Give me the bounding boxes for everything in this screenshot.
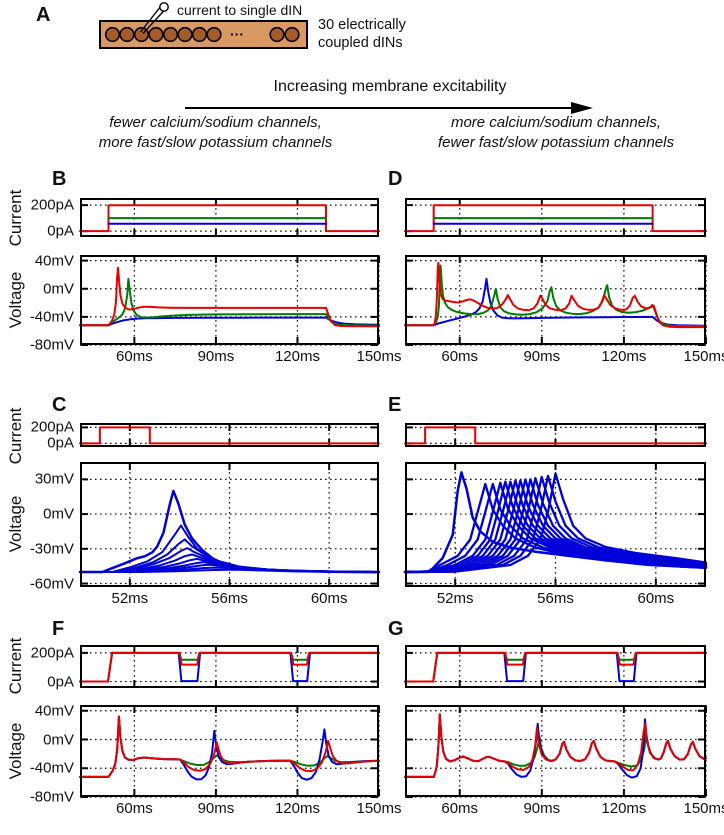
voltage-axis-label-row3: Voltage bbox=[6, 722, 25, 780]
plot-canvas bbox=[404, 423, 707, 447]
x-tick-label: 52ms bbox=[436, 590, 474, 607]
svg-text:···: ··· bbox=[230, 26, 244, 42]
excitability-arrow-icon bbox=[185, 102, 593, 114]
plot-canvas bbox=[79, 645, 380, 688]
y-tick-label: 30mV bbox=[34, 470, 74, 488]
plot-canvas bbox=[79, 198, 380, 237]
y-tick-label: -80mV bbox=[29, 336, 74, 354]
electrode-label: current to single dIN bbox=[177, 2, 303, 18]
x-tick-label: 120ms bbox=[601, 348, 647, 365]
plot-canvas bbox=[78, 462, 381, 587]
population-caption: 30 electrically coupled dINs bbox=[318, 16, 406, 52]
y-tick-label: 0mV bbox=[43, 505, 74, 523]
plot-b-voltage: 60ms 90ms 120ms 150ms 40mV 0mV -40mV -80mV bbox=[30, 252, 402, 365]
voltage-axis-label-row1: Voltage bbox=[6, 271, 25, 329]
plot-canvas bbox=[79, 705, 380, 798]
y-tick-label: 0pA bbox=[47, 222, 74, 240]
current-axis-label-row2: Current bbox=[6, 407, 25, 465]
y-tick-label: -40mV bbox=[29, 759, 74, 777]
plot-c-voltage: 52ms 56ms 60ms 30mV 0mV -30mV -60mV bbox=[30, 462, 381, 607]
x-tick-label: 90ms bbox=[523, 348, 561, 365]
plot-canvas bbox=[79, 255, 380, 346]
y-tick-label: 0mV bbox=[43, 731, 74, 748]
panel-a-label: A bbox=[36, 4, 51, 26]
y-tick-label: 0pA bbox=[47, 434, 74, 452]
y-tick-label: 0mV bbox=[43, 280, 74, 298]
plot-g-current bbox=[404, 645, 707, 688]
plot-canvas bbox=[403, 462, 708, 587]
x-tick-label: 56ms bbox=[537, 590, 574, 607]
x-tick-label: 60ms bbox=[116, 800, 153, 817]
plot-canvas bbox=[404, 705, 707, 798]
panel-b-label: B bbox=[52, 168, 67, 190]
x-tick-label: 120ms bbox=[601, 800, 647, 817]
x-tick-label: 60ms bbox=[441, 800, 479, 817]
y-tick-label: 40mV bbox=[34, 252, 74, 270]
x-tick-label: 150ms bbox=[356, 348, 402, 365]
plot-b-current: 200pA 0pA bbox=[31, 197, 380, 240]
panel-d-label: D bbox=[388, 168, 403, 190]
x-tick-label: 90ms bbox=[197, 348, 235, 365]
plot-canvas bbox=[404, 255, 707, 346]
plot-canvas bbox=[79, 423, 380, 447]
panel-e-label: E bbox=[388, 394, 402, 416]
din-chain-canvas: ··· bbox=[99, 2, 308, 49]
x-tick-label: 56ms bbox=[211, 590, 248, 607]
plot-canvas bbox=[404, 198, 707, 237]
excitability-title: Increasing membrane excitability bbox=[273, 78, 507, 95]
right-excitability-note: more calcium/sodium channels, fewer fast… bbox=[397, 113, 715, 153]
y-tick-label: -80mV bbox=[29, 788, 74, 806]
plot-f-voltage: 60ms 90ms 120ms 150ms 40mV 0mV -40mV -80mV bbox=[30, 702, 402, 817]
y-tick-label: 0pA bbox=[47, 673, 74, 691]
plot-c-current: 200pA 0pA bbox=[31, 419, 380, 452]
plot-canvas bbox=[404, 645, 707, 688]
y-tick-label: 200pA bbox=[30, 644, 74, 662]
caption-line2: coupled dINs bbox=[318, 35, 403, 51]
left-note-line1: fewer calcium/sodium channels, bbox=[109, 114, 322, 131]
plot-g-voltage: 60ms 90ms 120ms 150ms bbox=[404, 705, 724, 817]
panel-c-label: C bbox=[52, 394, 67, 416]
x-tick-label: 60ms bbox=[637, 590, 675, 607]
plot-d-current bbox=[404, 198, 707, 237]
plot-f-current: 200pA 0pA bbox=[31, 644, 380, 690]
y-tick-label: -30mV bbox=[29, 540, 74, 558]
right-note-line2: fewer fast/slow potassium channels bbox=[438, 134, 674, 151]
x-tick-label: 120ms bbox=[274, 348, 320, 365]
caption-line1: 30 electrically bbox=[318, 17, 406, 33]
x-tick-label: 90ms bbox=[523, 800, 561, 817]
panel-g-label: G bbox=[388, 618, 404, 640]
plot-d-voltage: 60ms 90ms 120ms 150ms bbox=[404, 255, 724, 365]
left-excitability-note: fewer calcium/sodium channels, more fast… bbox=[58, 113, 373, 153]
left-note-line2: more fast/slow potassium channels bbox=[98, 134, 333, 151]
x-tick-label: 60ms bbox=[116, 348, 153, 365]
x-tick-label: 60ms bbox=[441, 348, 479, 365]
current-axis-label-row3: Current bbox=[6, 637, 25, 695]
x-tick-label: 120ms bbox=[274, 800, 320, 817]
plot-e-voltage: 52ms 56ms 60ms bbox=[403, 462, 708, 607]
y-tick-label: 200pA bbox=[30, 196, 74, 214]
y-tick-label: -60mV bbox=[29, 575, 74, 593]
current-axis-label-row1: Current bbox=[6, 189, 25, 247]
plot-e-current bbox=[404, 423, 707, 447]
x-tick-label: 150ms bbox=[683, 800, 724, 817]
x-tick-label: 52ms bbox=[111, 590, 149, 607]
voltage-axis-label-row2: Voltage bbox=[6, 495, 25, 553]
y-tick-label: -40mV bbox=[29, 308, 74, 326]
y-tick-label: 200pA bbox=[30, 418, 74, 436]
x-tick-label: 150ms bbox=[683, 348, 724, 365]
right-note-line1: more calcium/sodium channels, bbox=[450, 114, 662, 131]
x-tick-label: 150ms bbox=[356, 800, 402, 817]
x-tick-label: 60ms bbox=[310, 590, 348, 607]
din-chain-schematic: ··· bbox=[94, 1, 332, 55]
y-tick-label: 40mV bbox=[34, 702, 74, 720]
x-tick-label: 90ms bbox=[197, 800, 235, 817]
panel-f-label: F bbox=[52, 618, 65, 640]
